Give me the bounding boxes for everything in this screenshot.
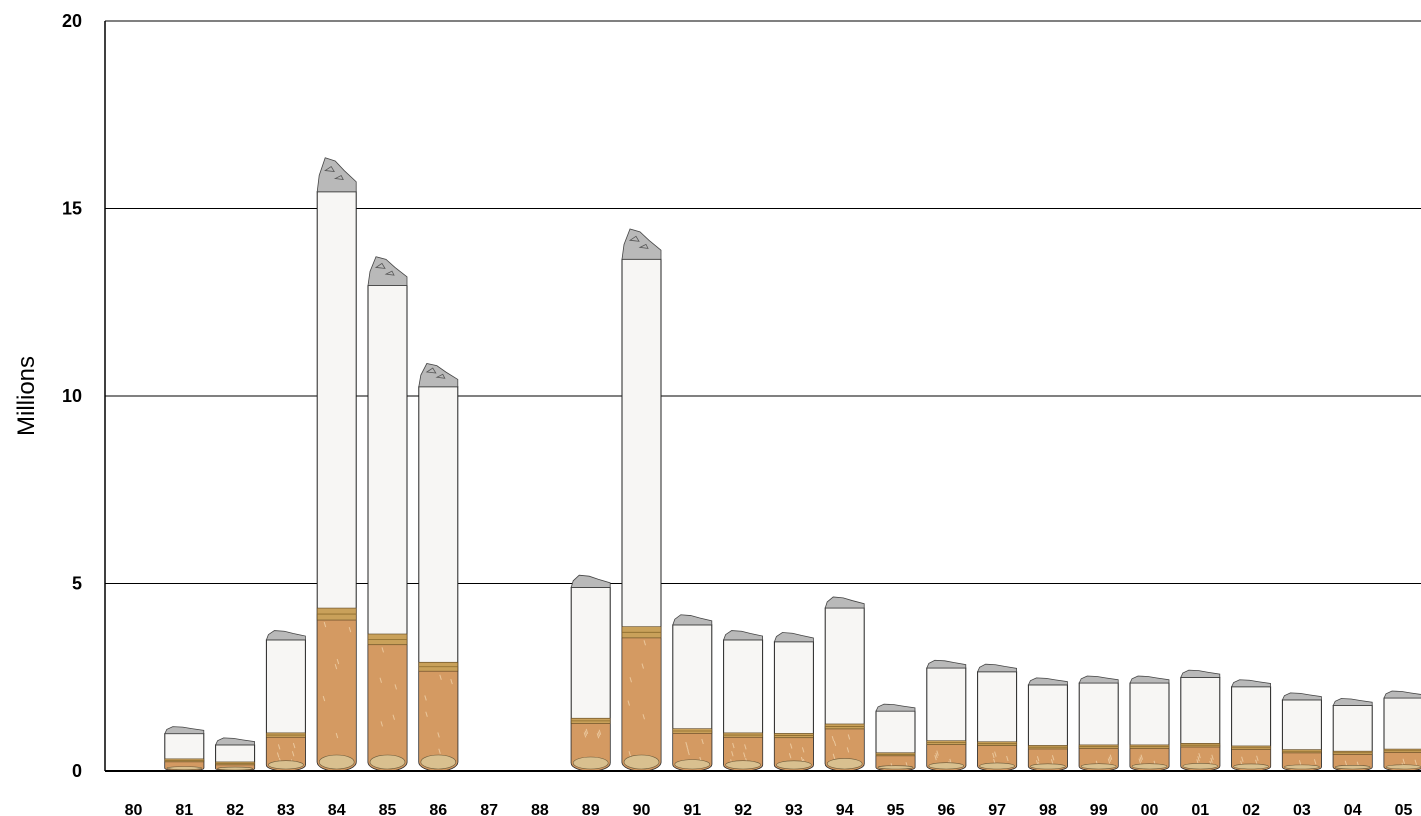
- bar: [1281, 692, 1322, 772]
- x-tick-label: 03: [1293, 802, 1311, 816]
- x-tick-label: 00: [1141, 802, 1159, 816]
- x-tick-label: 96: [937, 802, 955, 816]
- bar: [1230, 679, 1272, 772]
- bar: [875, 703, 916, 772]
- gridlines: [105, 20, 1421, 584]
- x-tick-label: 83: [277, 802, 295, 816]
- bar: [773, 632, 814, 772]
- bar: [164, 726, 205, 772]
- y-tick-label: 15: [62, 199, 82, 219]
- x-tick-label: 95: [887, 802, 905, 816]
- y-tick-label: 10: [62, 386, 82, 406]
- bar: [926, 659, 967, 772]
- bar: [824, 596, 865, 772]
- x-tick-label: 80: [125, 802, 143, 816]
- x-tick-label: 01: [1191, 802, 1209, 816]
- y-tick-labels: 0 5 10 15 20: [62, 11, 82, 781]
- bar: [1027, 677, 1068, 772]
- x-tick-label: 93: [785, 802, 803, 816]
- y-tick-label: 20: [62, 11, 82, 31]
- x-tick-label: 04: [1344, 802, 1362, 816]
- x-tick-label: 97: [988, 802, 1006, 816]
- bar: [316, 157, 357, 772]
- bar: [1332, 698, 1373, 772]
- bar: [1180, 669, 1221, 772]
- bar: [367, 256, 408, 772]
- x-tick-label: 94: [836, 802, 854, 816]
- bar: [1078, 675, 1119, 772]
- bar: [1383, 690, 1421, 772]
- bar: [621, 228, 662, 772]
- y-tick-label: 5: [72, 574, 82, 594]
- bars: [164, 157, 1421, 772]
- x-tick-label: 89: [582, 802, 600, 816]
- bar: [418, 363, 459, 772]
- bar: [672, 614, 713, 772]
- x-tick-label: 88: [531, 802, 549, 816]
- x-tick-label: 81: [175, 802, 193, 816]
- x-tick-label: 99: [1090, 802, 1108, 816]
- y-axis-label: Millions: [13, 356, 40, 436]
- x-tick-label: 86: [429, 802, 447, 816]
- x-tick-labels: 80 81 82 83 84 85 86 87 88 89 90 91 92 93 94 95 96 97 98 99…: [125, 802, 1413, 816]
- bar: [214, 737, 256, 772]
- x-tick-label: 91: [683, 802, 701, 816]
- y-tick-label: 0: [72, 761, 82, 781]
- x-tick-label: 85: [379, 802, 397, 816]
- bar: [1129, 675, 1170, 772]
- x-tick-label: 84: [328, 802, 346, 816]
- x-tick-label: 98: [1039, 802, 1057, 816]
- bar: [976, 663, 1018, 772]
- x-tick-label: 05: [1395, 802, 1413, 816]
- bar: [723, 630, 764, 772]
- x-tick-label: 87: [480, 802, 498, 816]
- x-tick-label: 02: [1242, 802, 1260, 816]
- bar: [570, 574, 611, 772]
- x-tick-label: 82: [226, 802, 244, 816]
- x-tick-label: 92: [734, 802, 752, 816]
- x-tick-label: 90: [633, 802, 651, 816]
- bar: [265, 630, 306, 772]
